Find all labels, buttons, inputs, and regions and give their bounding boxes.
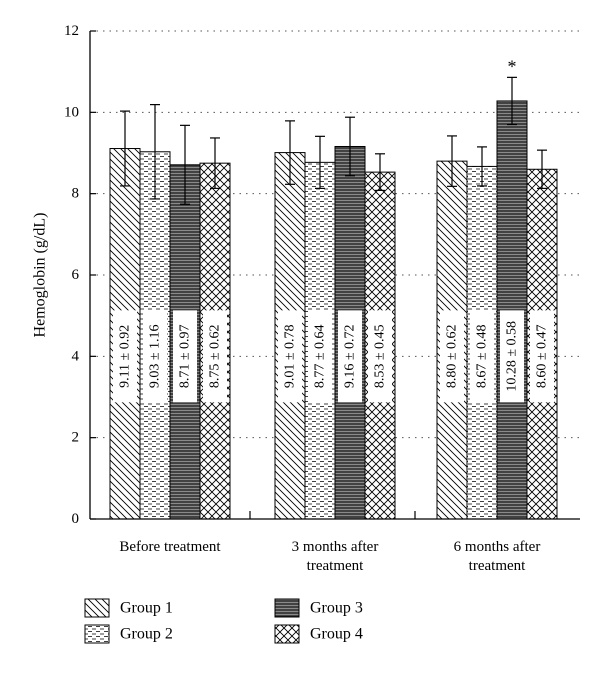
- significance-star: *: [508, 56, 517, 76]
- legend-swatch: [274, 598, 300, 618]
- y-tick-label: 6: [72, 267, 80, 283]
- error-bar: [447, 135, 457, 187]
- bar-group-3-3: 10.28 ± 0.58: [496, 76, 528, 520]
- bar-group-3-1: 8.71 ± 0.97: [169, 124, 201, 520]
- error-bar: [210, 137, 220, 189]
- data-label-box: [500, 310, 524, 403]
- legend-label: Group 2: [120, 626, 173, 643]
- data-label-box: [143, 310, 167, 403]
- data-label: 9.01 ± 0.78: [283, 324, 298, 388]
- legend-swatch: [274, 624, 300, 644]
- legend-label: Group 1: [120, 600, 173, 617]
- legend-item-group-1: Group 1: [84, 598, 173, 618]
- data-label-box: [113, 310, 137, 403]
- x-category-label: 6 months after: [454, 539, 541, 555]
- error-bar: [315, 135, 325, 189]
- legend-item-group-2: Group 2: [84, 624, 173, 644]
- y-axis-label: Hemoglobin (g/dL): [32, 213, 49, 338]
- y-tick-label: 12: [64, 23, 79, 39]
- bar-group-1-2: 9.01 ± 0.78: [274, 120, 306, 520]
- data-label: 8.80 ± 0.62: [445, 324, 460, 388]
- legend-swatch: [84, 598, 110, 618]
- bar-group-4-3: 8.60 ± 0.47: [526, 149, 558, 520]
- error-bar: [180, 124, 190, 205]
- legend-item-group-3: Group 3: [274, 598, 363, 618]
- error-bar: [345, 116, 355, 177]
- data-label: 8.53 ± 0.45: [373, 324, 388, 388]
- legend-item-group-4: Group 4: [274, 624, 363, 644]
- data-label-box: [173, 310, 197, 403]
- y-tick-label: 0: [72, 511, 80, 527]
- y-tick-label: 8: [72, 186, 80, 202]
- x-category-label: treatment: [469, 558, 526, 574]
- legend-swatch: [84, 624, 110, 644]
- bar-group-4-2: 8.53 ± 0.45: [364, 153, 396, 520]
- bar-group-4-1: 8.75 ± 0.62: [199, 137, 231, 520]
- bar-group-1-3: 8.80 ± 0.62: [436, 135, 468, 520]
- x-category-label: Before treatment: [119, 539, 221, 555]
- data-label: 10.28 ± 0.58: [505, 321, 520, 392]
- legend-label: Group 3: [310, 600, 363, 617]
- data-label: 9.11 ± 0.92: [118, 325, 133, 388]
- bar-group-2-3: 8.67 ± 0.48: [466, 146, 498, 520]
- axes: 0 2 4 6 8 10 12 Before treatment 3 months after t…: [32, 23, 580, 574]
- bar-group-3-2: 9.16 ± 0.72: [334, 116, 366, 520]
- error-bar: [507, 76, 517, 126]
- data-label-box: [338, 310, 362, 403]
- data-label-box: [530, 310, 554, 403]
- data-label: 8.71 ± 0.97: [178, 324, 193, 388]
- bar: [496, 100, 528, 520]
- x-category-label: 3 months after: [292, 539, 379, 555]
- error-bar: [375, 153, 385, 192]
- data-label-box: [308, 310, 332, 403]
- data-label: 8.77 ± 0.64: [313, 324, 328, 388]
- error-bar: [537, 149, 547, 189]
- bars: 9.11 ± 0.92 9.01 ± 0.78 8.80 ± 0.62 9.03 ± …: [109, 56, 558, 520]
- data-label-box: [203, 310, 227, 403]
- y-tick-label: 4: [72, 348, 80, 364]
- bar-group-1-1: 9.11 ± 0.92: [109, 110, 141, 520]
- error-bar: [120, 110, 130, 187]
- x-category-label: treatment: [307, 558, 364, 574]
- data-label: 9.03 ± 1.16: [148, 324, 163, 388]
- legend-label: Group 4: [310, 626, 363, 643]
- data-label-box: [368, 310, 392, 403]
- data-label-box: [278, 310, 302, 403]
- error-bar: [477, 146, 487, 187]
- error-bar: [285, 120, 295, 185]
- bar-group-2-1: 9.03 ± 1.16: [139, 104, 171, 520]
- error-bar: [150, 104, 160, 200]
- y-tick-label: 2: [72, 430, 80, 446]
- data-label-box: [470, 310, 494, 403]
- data-label: 8.67 ± 0.48: [475, 324, 490, 388]
- data-label-box: [440, 310, 464, 403]
- data-label: 8.60 ± 0.47: [535, 324, 550, 388]
- bar-group-2-2: 8.77 ± 0.64: [304, 135, 336, 520]
- data-label: 8.75 ± 0.62: [208, 324, 223, 388]
- data-label: 9.16 ± 0.72: [343, 324, 358, 388]
- y-tick-label: 10: [64, 104, 79, 120]
- legend: Group 1 Group 2 Group 3 Group 4: [84, 598, 363, 644]
